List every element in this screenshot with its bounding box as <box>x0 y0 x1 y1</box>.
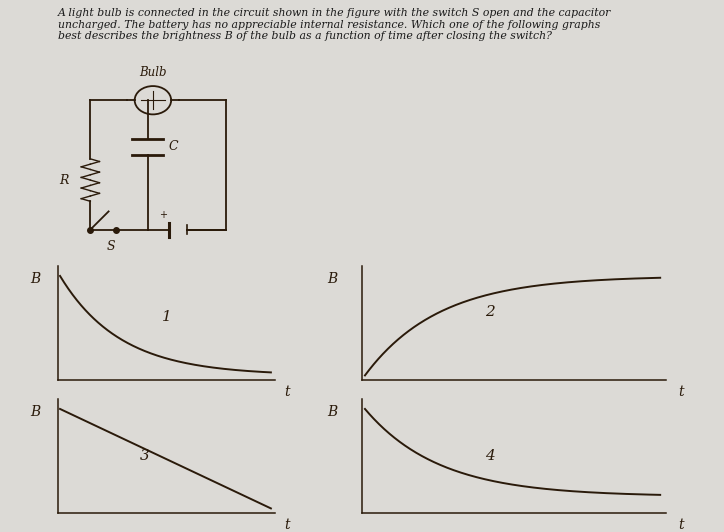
Text: t: t <box>284 385 290 399</box>
Text: t: t <box>678 385 684 399</box>
Text: Bulb: Bulb <box>139 66 167 79</box>
Text: +: + <box>159 210 167 220</box>
Text: B: B <box>30 272 41 286</box>
Text: 3: 3 <box>140 449 150 463</box>
Text: t: t <box>284 518 290 532</box>
Text: C: C <box>169 140 178 153</box>
Text: A light bulb is connected in the circuit shown in the figure with the switch S o: A light bulb is connected in the circuit… <box>58 8 611 41</box>
Text: 4: 4 <box>485 449 494 463</box>
Text: 2: 2 <box>485 305 494 319</box>
Text: B: B <box>327 405 337 419</box>
Text: t: t <box>678 518 684 532</box>
Text: R: R <box>59 173 69 187</box>
Text: B: B <box>327 272 337 286</box>
Text: S: S <box>107 240 116 253</box>
Text: 1: 1 <box>161 311 172 325</box>
Text: B: B <box>30 405 41 419</box>
